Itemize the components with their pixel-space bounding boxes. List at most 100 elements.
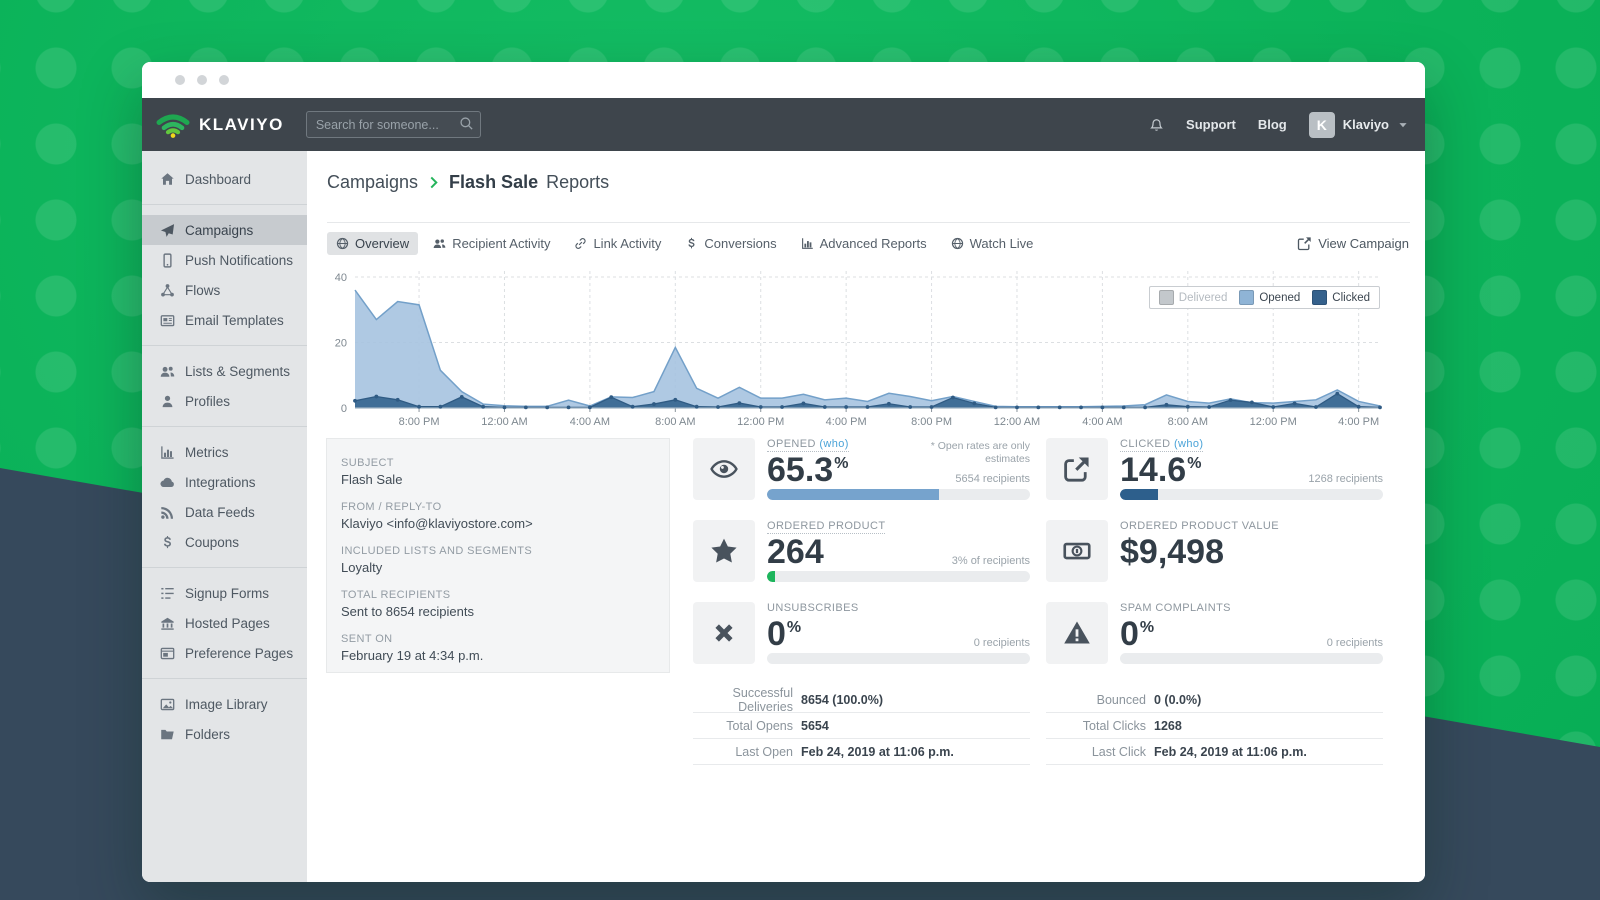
window-dot[interactable]	[175, 75, 185, 85]
report-tabs: Overview Recipient Activity Link Activity C…	[327, 232, 1042, 255]
rss-icon	[159, 505, 175, 520]
sidebar-item-label: Dashboard	[185, 172, 251, 187]
stat-card-spam-complaints: SPAM COMPLAINTS0%0 recipients	[1046, 602, 1383, 664]
stat-recipients: 1268 recipients	[1308, 473, 1383, 485]
stat-label: ORDERED PRODUCT VALUE	[1120, 520, 1383, 532]
caret-down-icon	[1397, 119, 1409, 131]
tab-advanced-reports[interactable]: Advanced Reports	[792, 232, 936, 255]
window-icon	[159, 646, 175, 661]
notifications-bell-icon[interactable]	[1149, 117, 1164, 132]
who-link[interactable]: (who)	[1174, 438, 1204, 450]
svg-text:12:00 AM: 12:00 AM	[481, 416, 527, 428]
sidebar-item-image-library[interactable]: Image Library	[142, 689, 307, 719]
campaign-details-panel: SUBJECT Flash Sale FROM / REPLY-TO Klaviyo …	[326, 438, 670, 673]
stat-recipients: 5654 recipients	[955, 473, 1030, 485]
sidebar: Dashboard CampaignsPush Notifications Flow…	[142, 151, 307, 882]
legend-item-opened[interactable]: Opened	[1239, 290, 1300, 305]
bar-chart-icon	[801, 237, 814, 250]
tab-recipient-activity[interactable]: Recipient Activity	[424, 232, 559, 255]
summary-row-last-click: Last ClickFeb 24, 2019 at 11:06 p.m.	[1046, 739, 1383, 765]
sidebar-item-signup-forms[interactable]: Signup Forms	[142, 578, 307, 608]
svg-text:12:00 PM: 12:00 PM	[1250, 416, 1297, 428]
sidebar-item-label: Signup Forms	[185, 586, 269, 601]
search-icon[interactable]	[459, 116, 474, 131]
sidebar-item-folders[interactable]: Folders	[142, 719, 307, 749]
support-link[interactable]: Support	[1186, 117, 1236, 132]
sidebar-item-profiles[interactable]: Profiles	[142, 386, 307, 416]
link-icon	[574, 237, 587, 250]
sidebar-item-preference-pages[interactable]: Preference Pages	[142, 638, 307, 668]
sidebar-item-flows[interactable]: Flows	[142, 275, 307, 305]
summary-row-successful-deliveries: Successful Deliveries8654 (100.0%)	[693, 687, 1030, 713]
dollar-icon	[685, 237, 698, 250]
svg-text:12:00 PM: 12:00 PM	[737, 416, 784, 428]
stat-recipients: 0 recipients	[1327, 637, 1383, 649]
tab-watch-live[interactable]: Watch Live	[942, 232, 1043, 255]
sidebar-item-label: Coupons	[185, 535, 239, 550]
svg-text:4:00 PM: 4:00 PM	[826, 416, 867, 428]
tab-conversions[interactable]: Conversions	[676, 232, 785, 255]
navbar-right: Support Blog K Klaviyo	[1149, 112, 1409, 138]
window-titlebar	[142, 62, 1425, 98]
user-icon	[159, 394, 175, 409]
legend-item-delivered[interactable]: Delivered	[1159, 290, 1228, 305]
engagement-chart[interactable]: 020408:00 PM12:00 AM4:00 AM8:00 AM12:00 …	[327, 261, 1390, 433]
who-link[interactable]: (who)	[819, 438, 849, 450]
sidebar-item-coupons[interactable]: Coupons	[142, 527, 307, 557]
sidebar-item-hosted-pages[interactable]: Hosted Pages	[142, 608, 307, 638]
legend-swatch	[1312, 290, 1327, 305]
list-icon	[159, 586, 175, 601]
detail-label: SUBJECT	[341, 457, 655, 469]
sidebar-divider	[142, 345, 307, 346]
flow-icon	[159, 283, 175, 298]
detail-label: INCLUDED LISTS AND SEGMENTS	[341, 545, 655, 557]
summary-table-left: Successful Deliveries8654 (100.0%)Total …	[693, 687, 1030, 765]
sidebar-item-metrics[interactable]: Metrics	[142, 437, 307, 467]
cross-icon	[693, 602, 755, 664]
sidebar-item-integrations[interactable]: Integrations	[142, 467, 307, 497]
warning-icon	[1046, 602, 1108, 664]
dollar-icon	[159, 535, 175, 550]
home-icon	[159, 172, 175, 187]
detail-label: FROM / REPLY-TO	[341, 501, 655, 513]
breadcrumb-campaigns[interactable]: Campaigns	[327, 172, 418, 193]
detail-label: TOTAL RECIPIENTS	[341, 589, 655, 601]
sidebar-item-dashboard[interactable]: Dashboard	[142, 164, 307, 194]
detail-value-subject: Flash Sale	[341, 472, 655, 487]
detail-value-from-reply-to: Klaviyo <info@klaviyostore.com>	[341, 516, 655, 531]
eye-icon	[693, 438, 755, 500]
legend-item-clicked[interactable]: Clicked	[1312, 290, 1370, 305]
sidebar-item-campaigns[interactable]: Campaigns	[142, 215, 307, 245]
top-navbar: KLAVIYO Support Blog K Klaviyo	[142, 98, 1425, 151]
search-box	[306, 111, 481, 138]
svg-text:40: 40	[335, 272, 347, 284]
tab-link-activity[interactable]: Link Activity	[565, 232, 670, 255]
sidebar-item-label: Email Templates	[185, 313, 284, 328]
window-dot[interactable]	[219, 75, 229, 85]
paper-plane-icon	[159, 223, 175, 238]
main-content: Campaigns Flash Sale Reports OverviewRec…	[307, 151, 1425, 882]
stat-recipients: 0 recipients	[974, 637, 1030, 649]
sidebar-item-label: Data Feeds	[185, 505, 255, 520]
sidebar-divider	[142, 204, 307, 205]
page-title: Flash Sale	[449, 172, 538, 193]
view-campaign-button[interactable]: View Campaign	[1297, 236, 1409, 251]
tab-overview[interactable]: Overview	[327, 232, 418, 255]
stat-progress-bar	[767, 489, 1030, 500]
blog-link[interactable]: Blog	[1258, 117, 1287, 132]
bar-chart-icon	[159, 445, 175, 460]
search-input[interactable]	[306, 111, 481, 138]
account-menu[interactable]: K Klaviyo	[1309, 112, 1409, 138]
svg-text:4:00 PM: 4:00 PM	[1338, 416, 1379, 428]
banknote-icon	[1046, 520, 1108, 582]
sidebar-item-push-notifications[interactable]: Push Notifications	[142, 245, 307, 275]
sidebar-item-email-templates[interactable]: Email Templates	[142, 305, 307, 335]
sidebar-item-data-feeds[interactable]: Data Feeds	[142, 497, 307, 527]
stat-progress-bar	[767, 571, 1030, 582]
external-icon	[1046, 438, 1108, 500]
sidebar-item-label: Flows	[185, 283, 220, 298]
sidebar-divider	[142, 567, 307, 568]
sidebar-item-lists-segments[interactable]: Lists & Segments	[142, 356, 307, 386]
klaviyo-logo[interactable]: KLAVIYO	[156, 111, 284, 138]
window-dot[interactable]	[197, 75, 207, 85]
